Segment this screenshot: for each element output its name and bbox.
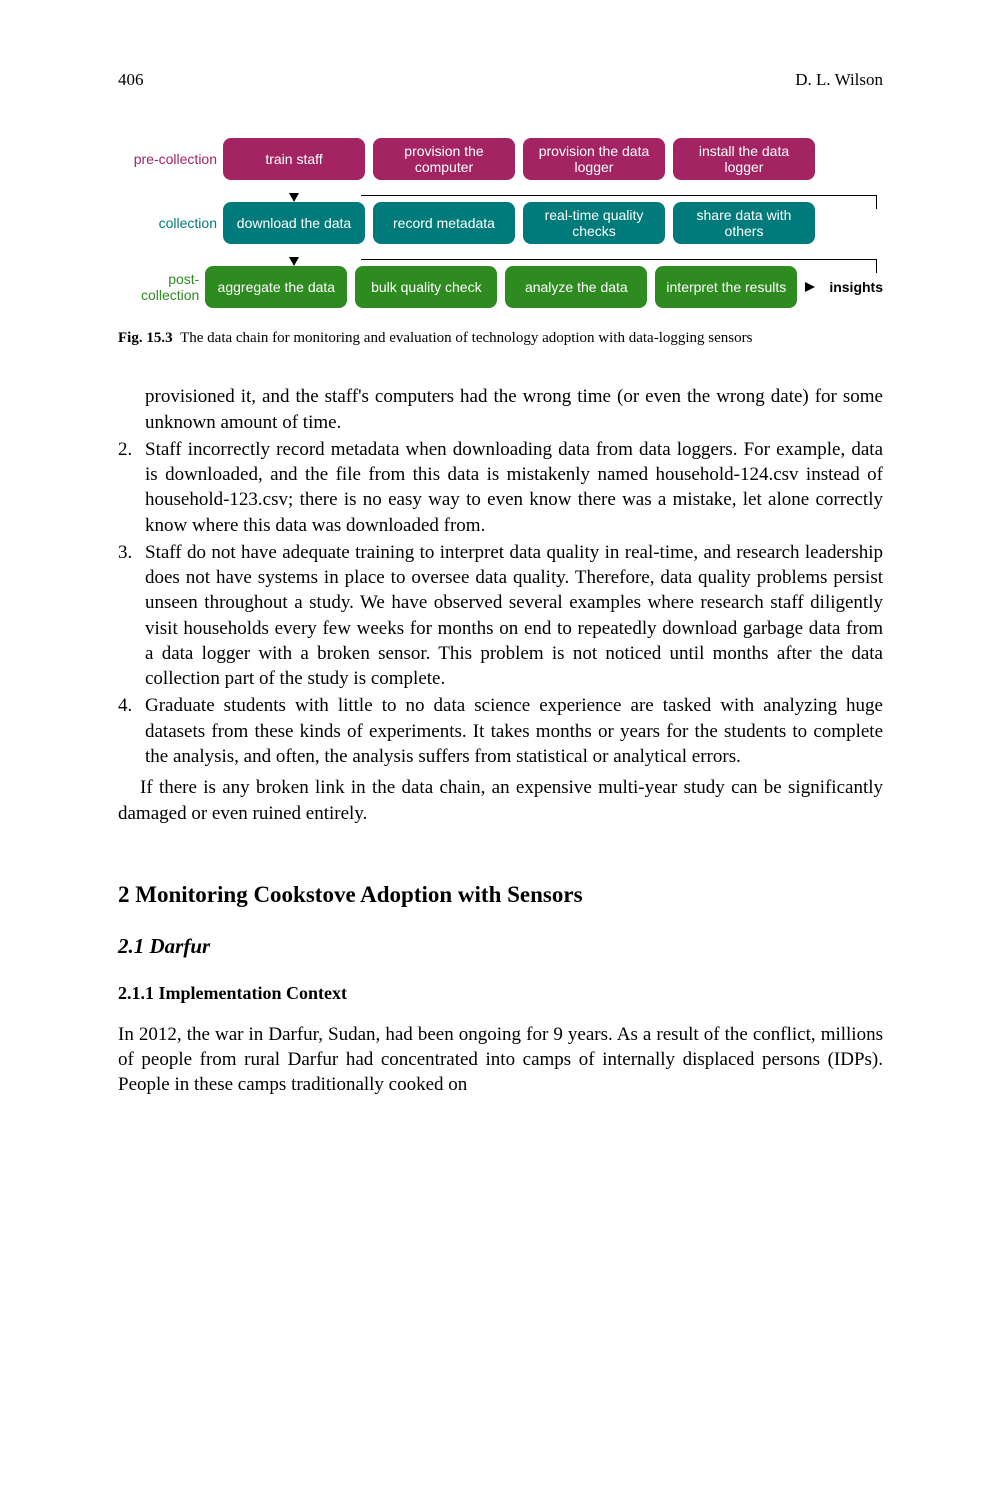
insights-label: insights xyxy=(829,279,883,295)
figure-caption: Fig. 15.3 The data chain for monitoring … xyxy=(118,328,883,348)
chain-box: provision the data logger xyxy=(523,138,665,180)
row-label: collection xyxy=(118,215,223,231)
list-text: Staff incorrectly record metadata when d… xyxy=(145,437,883,538)
figure-caption-text: The data chain for monitoring and evalua… xyxy=(180,330,752,346)
list-text: Staff do not have adequate training to i… xyxy=(145,540,883,692)
subsection-heading: 2.1 Darfur xyxy=(118,934,883,959)
chain-box: install the data logger xyxy=(673,138,815,180)
list-number: 3. xyxy=(118,540,145,692)
body-text: provisioned it, and the staff's computer… xyxy=(118,384,883,826)
figure-label: Fig. 15.3 xyxy=(118,330,173,346)
author-name: D. L. Wilson xyxy=(795,70,883,90)
page-number: 406 xyxy=(118,70,144,90)
list-number: 4. xyxy=(118,693,145,769)
arrow-right-icon xyxy=(805,282,815,292)
list-item: 2. Staff incorrectly record metadata whe… xyxy=(118,437,883,538)
connector xyxy=(118,252,883,266)
arrow-down-icon xyxy=(289,257,299,266)
figure-15-3: pre-collection train staff provision the… xyxy=(118,138,883,348)
list-item: 3. Staff do not have adequate training t… xyxy=(118,540,883,692)
running-head: 406 D. L. Wilson xyxy=(118,70,883,90)
chain-box: download the data xyxy=(223,202,365,244)
connector xyxy=(118,188,883,202)
list-item: 4. Graduate students with little to no d… xyxy=(118,693,883,769)
section-heading: 2 Monitoring Cookstove Adoption with Sen… xyxy=(118,882,883,908)
arrow-down-icon xyxy=(289,193,299,202)
chain-box: aggregate the data xyxy=(205,266,347,308)
row-label: post-collection xyxy=(118,271,205,303)
row-label: pre-collection xyxy=(118,151,223,167)
chain-box: provision the computer xyxy=(373,138,515,180)
subsubsection-heading: 2.1.1 Implementation Context xyxy=(118,983,883,1004)
chain-box: train staff xyxy=(223,138,365,180)
list-text: Graduate students with little to no data… xyxy=(145,693,883,769)
closing-paragraph: If there is any broken link in the data … xyxy=(118,775,883,826)
section-paragraph: In 2012, the war in Darfur, Sudan, had b… xyxy=(118,1022,883,1098)
list-number: 2. xyxy=(118,437,145,538)
chain-row-pre-collection: pre-collection train staff provision the… xyxy=(118,138,883,180)
continuation-text: provisioned it, and the staff's computer… xyxy=(145,384,883,435)
